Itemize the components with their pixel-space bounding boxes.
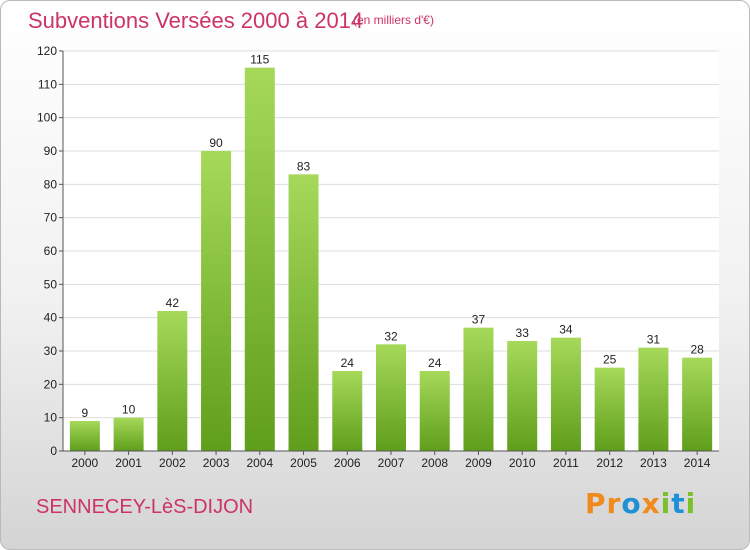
y-tick-label: 100 <box>37 111 57 125</box>
y-tick-label: 90 <box>44 144 58 158</box>
x-tick-label: 2005 <box>290 456 317 470</box>
bar <box>550 337 581 451</box>
logo-letter: o <box>621 487 642 520</box>
y-tick-label: 20 <box>44 377 58 391</box>
logo-letter: x <box>641 487 661 520</box>
y-tick-label: 10 <box>44 411 58 425</box>
x-tick-label: 2012 <box>596 456 623 470</box>
data-label: 90 <box>209 136 223 150</box>
y-tick-label: 80 <box>44 177 58 191</box>
bar <box>201 151 232 451</box>
commune-name: SENNECEY-LèS-DIJON <box>36 496 254 518</box>
logo-letter: i <box>660 487 672 520</box>
data-label: 83 <box>297 159 311 173</box>
logo-letter: P <box>585 487 607 520</box>
y-tick-label: 30 <box>44 344 58 358</box>
bar <box>69 421 100 451</box>
x-tick-label: 2010 <box>509 456 536 470</box>
bar <box>638 347 669 451</box>
data-label: 10 <box>122 403 136 417</box>
y-tick-label: 110 <box>38 77 57 91</box>
y-tick-label: 0 <box>50 444 57 458</box>
data-label: 31 <box>647 333 661 347</box>
x-tick-label: 2002 <box>159 456 186 470</box>
bar <box>419 371 450 451</box>
x-tick-label: 2000 <box>72 456 99 470</box>
unit-note: (en milliers d'€) <box>353 13 434 27</box>
bar <box>244 67 275 452</box>
x-tick-label: 2004 <box>246 456 273 470</box>
logo-letter: i <box>685 487 697 520</box>
data-label: 25 <box>603 353 617 367</box>
data-label: 24 <box>428 356 442 370</box>
x-tick-label: 2011 <box>553 456 579 470</box>
data-label: 9 <box>82 406 89 420</box>
x-tick-label: 2007 <box>378 456 405 470</box>
logo-letter: r <box>606 487 622 520</box>
y-tick-label: 120 <box>37 44 57 58</box>
x-tick-label: 2014 <box>684 456 711 470</box>
x-tick-label: 2001 <box>115 456 142 470</box>
bar <box>507 341 538 451</box>
y-tick-label: 50 <box>44 277 58 291</box>
bar <box>332 371 363 451</box>
bar <box>157 311 188 451</box>
chart-title: Subventions Versées 2000 à 2014 <box>28 8 364 33</box>
y-tick-label: 70 <box>44 211 58 225</box>
x-tick-label: 2009 <box>465 456 492 470</box>
data-label: 34 <box>559 323 573 337</box>
data-label: 32 <box>384 329 398 343</box>
bar <box>113 417 144 451</box>
data-label: 42 <box>166 296 180 310</box>
logo-letter: t <box>671 487 686 520</box>
bar <box>376 344 406 451</box>
data-label: 37 <box>472 313 486 327</box>
data-label: 115 <box>250 53 269 67</box>
bar <box>288 174 319 452</box>
data-label: 24 <box>341 356 355 370</box>
data-label: 33 <box>516 326 530 340</box>
bar <box>682 357 713 451</box>
y-tick-label: 60 <box>44 244 58 258</box>
bar <box>594 367 625 451</box>
x-tick-label: 2003 <box>203 456 230 470</box>
bar <box>463 327 494 451</box>
x-tick-label: 2013 <box>640 456 667 470</box>
x-tick-label: 2008 <box>421 456 448 470</box>
data-label: 28 <box>690 343 704 357</box>
x-tick-label: 2006 <box>334 456 361 470</box>
y-tick-label: 40 <box>44 311 58 325</box>
proxiti-logo: Proxiti <box>585 487 696 520</box>
